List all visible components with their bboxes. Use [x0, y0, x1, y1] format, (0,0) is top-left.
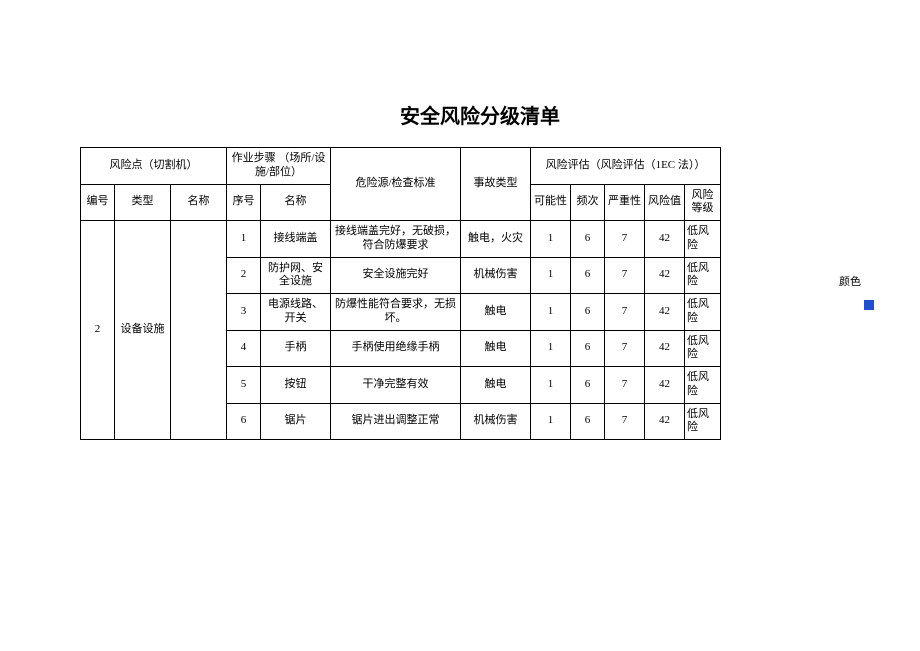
- cell-risk-value: 42: [645, 403, 685, 440]
- hdr-serial: 编号: [81, 184, 115, 221]
- cell-severity: 7: [605, 403, 645, 440]
- cell-step-no: 1: [227, 221, 261, 258]
- cell-risk-value: 42: [645, 257, 685, 294]
- hdr-assessment: 风险评估（风险评估（1EC 法））: [531, 148, 721, 185]
- cell-risk-value: 42: [645, 294, 685, 331]
- cell-hazard: 接线端盖完好，无破损，符合防爆要求: [331, 221, 461, 258]
- cell-step-no: 3: [227, 294, 261, 331]
- cell-accident: 触电: [461, 367, 531, 404]
- cell-accident: 机械伤害: [461, 403, 531, 440]
- cell-risk-value: 42: [645, 221, 685, 258]
- color-swatch: [864, 300, 874, 310]
- table-row: 2设备设施1接线端盖接线端盖完好，无破损，符合防爆要求触电，火灾16742低风险: [81, 221, 721, 258]
- hdr-step-no: 序号: [227, 184, 261, 221]
- hdr-type: 类型: [115, 184, 171, 221]
- cell-frequency: 6: [571, 367, 605, 404]
- cell-risk-level: 低风险: [685, 221, 721, 258]
- cell-frequency: 6: [571, 330, 605, 367]
- cell-step-no: 5: [227, 367, 261, 404]
- cell-frequency: 6: [571, 221, 605, 258]
- cell-severity: 7: [605, 257, 645, 294]
- cell-hazard: 干净完整有效: [331, 367, 461, 404]
- cell-hazard: 手柄使用绝缘手柄: [331, 330, 461, 367]
- hdr-name: 名称: [171, 184, 227, 221]
- hdr-hazard: 危险源/检查标准: [331, 148, 461, 221]
- cell-step-name: 锯片: [261, 403, 331, 440]
- cell-severity: 7: [605, 221, 645, 258]
- cell-step-name: 电源线路、开关: [261, 294, 331, 331]
- cell-risk-level: 低风险: [685, 330, 721, 367]
- cell-step-name: 防护网、安全设施: [261, 257, 331, 294]
- cell-step-name: 手柄: [261, 330, 331, 367]
- cell-name: [171, 221, 227, 440]
- cell-hazard: 防爆性能符合要求，无损坏。: [331, 294, 461, 331]
- cell-risk-level: 低风险: [685, 257, 721, 294]
- cell-likelihood: 1: [531, 294, 571, 331]
- cell-risk-level: 低风险: [685, 403, 721, 440]
- cell-frequency: 6: [571, 403, 605, 440]
- cell-likelihood: 1: [531, 403, 571, 440]
- hdr-frequency: 频次: [571, 184, 605, 221]
- cell-type: 设备设施: [115, 221, 171, 440]
- cell-risk-level: 低风险: [685, 294, 721, 331]
- cell-likelihood: 1: [531, 330, 571, 367]
- cell-severity: 7: [605, 330, 645, 367]
- color-column-label: 颜色: [839, 273, 861, 289]
- cell-likelihood: 1: [531, 221, 571, 258]
- cell-accident: 机械伤害: [461, 257, 531, 294]
- cell-serial: 2: [81, 221, 115, 440]
- hdr-risk-point: 风险点（切割机）: [81, 148, 227, 185]
- cell-severity: 7: [605, 367, 645, 404]
- cell-likelihood: 1: [531, 257, 571, 294]
- cell-step-no: 4: [227, 330, 261, 367]
- hdr-severity: 严重性: [605, 184, 645, 221]
- cell-risk-value: 42: [645, 330, 685, 367]
- hdr-likelihood: 可能性: [531, 184, 571, 221]
- hdr-work-step: 作业步骤 （场所/设施/部位）: [227, 148, 331, 185]
- cell-likelihood: 1: [531, 367, 571, 404]
- cell-step-name: 按钮: [261, 367, 331, 404]
- cell-step-no: 6: [227, 403, 261, 440]
- hdr-step-name: 名称: [261, 184, 331, 221]
- cell-hazard: 安全设施完好: [331, 257, 461, 294]
- cell-hazard: 锯片进出调整正常: [331, 403, 461, 440]
- cell-accident: 触电，火灾: [461, 221, 531, 258]
- hdr-accident: 事故类型: [461, 148, 531, 221]
- table-body: 2设备设施1接线端盖接线端盖完好，无破损，符合防爆要求触电，火灾16742低风险…: [81, 221, 721, 440]
- header-row-1: 风险点（切割机） 作业步骤 （场所/设施/部位） 危险源/检查标准 事故类型 风…: [81, 148, 721, 185]
- hdr-risk-value: 风险值: [645, 184, 685, 221]
- cell-frequency: 6: [571, 294, 605, 331]
- cell-risk-value: 42: [645, 367, 685, 404]
- page-title: 安全风险分级清单: [80, 100, 880, 129]
- hdr-risk-level: 风险 等级: [685, 184, 721, 221]
- cell-step-name: 接线端盖: [261, 221, 331, 258]
- cell-risk-level: 低风险: [685, 367, 721, 404]
- cell-accident: 触电: [461, 294, 531, 331]
- risk-table: 风险点（切割机） 作业步骤 （场所/设施/部位） 危险源/检查标准 事故类型 风…: [80, 147, 721, 440]
- cell-step-no: 2: [227, 257, 261, 294]
- cell-frequency: 6: [571, 257, 605, 294]
- cell-severity: 7: [605, 294, 645, 331]
- cell-accident: 触电: [461, 330, 531, 367]
